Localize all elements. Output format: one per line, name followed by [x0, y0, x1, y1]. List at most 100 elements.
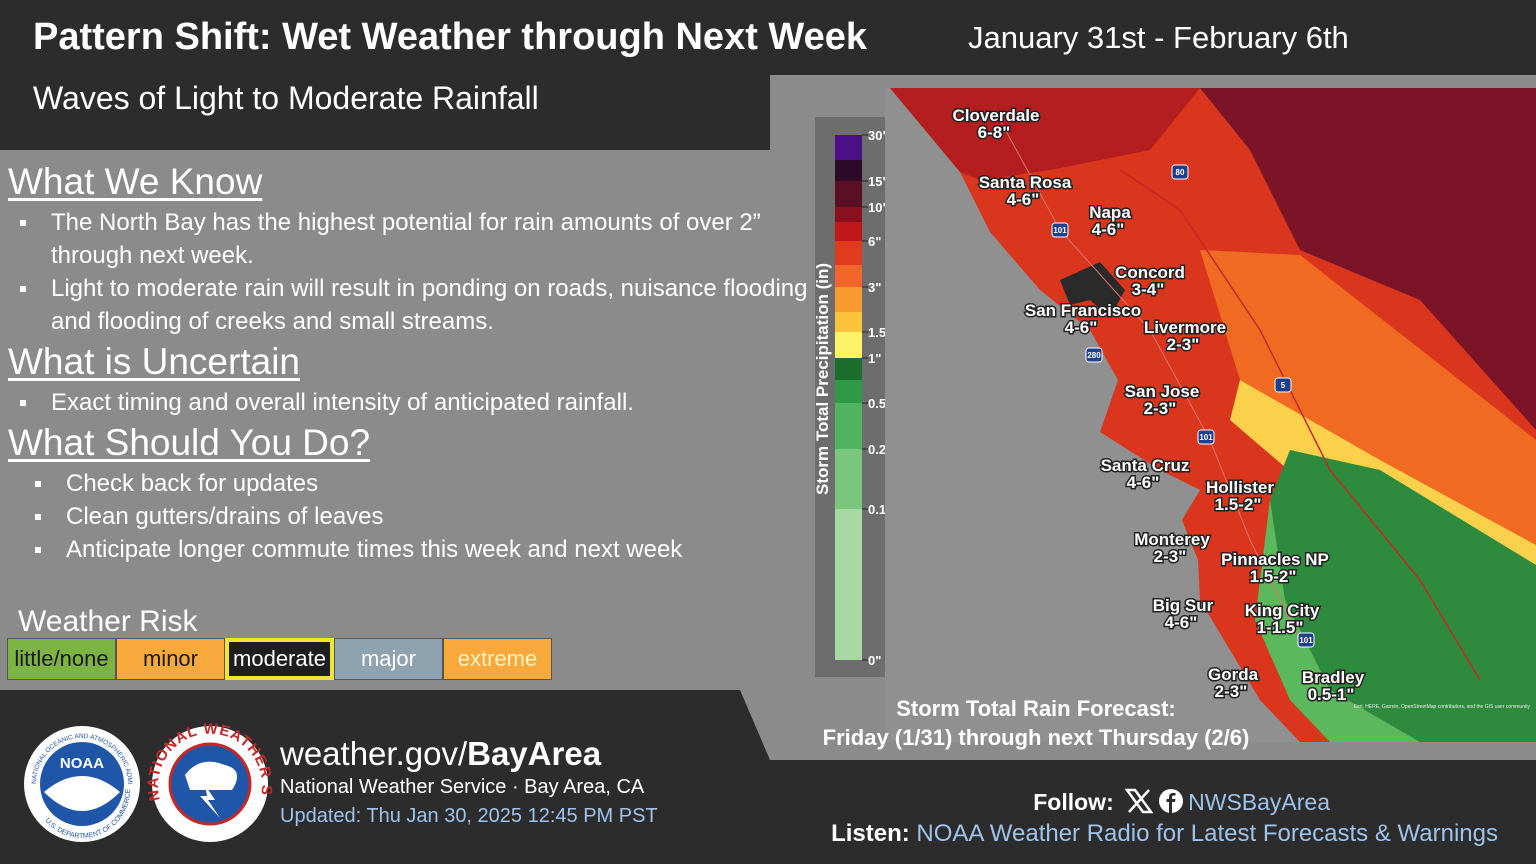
road	[999, 119, 1301, 641]
place-name: Bradley	[1302, 668, 1365, 687]
place-name: Livermore	[1144, 318, 1226, 337]
website-bold: BayArea	[467, 735, 602, 772]
bullet: The North Bay has the highest potential …	[20, 206, 808, 272]
risk-level: little/none	[7, 638, 116, 680]
color-bar-segment	[835, 287, 862, 312]
handle[interactable]: NWSBayArea	[1188, 789, 1330, 815]
road	[1119, 169, 1481, 681]
risk-scale: little/none minor moderate major extreme	[7, 638, 552, 680]
updated: Updated: Thu Jan 30, 2025 12:45 PM PST	[280, 805, 658, 827]
color-bar-segment	[835, 207, 862, 222]
website-prefix: weather.gov/	[280, 735, 468, 772]
light-rain	[1270, 450, 1536, 742]
follow-label: Follow:	[1033, 789, 1114, 815]
place-amount: 2-3"	[1167, 335, 1200, 354]
place-name: Napa	[1089, 203, 1131, 222]
map	[885, 88, 1536, 742]
place-name: Gorda	[1208, 665, 1259, 684]
section: What We Know The North Bay has the highes…	[8, 160, 808, 338]
color-bar-segment	[835, 509, 862, 660]
risk-level: minor	[116, 638, 225, 680]
color-bar-segment	[835, 160, 862, 181]
bullet: Check back for updates	[35, 467, 808, 500]
tick-label: 10"	[868, 200, 889, 215]
follow: Follow: NWSBayArea	[1033, 788, 1330, 816]
section-heading: What Should You Do?	[8, 422, 371, 463]
logo-cloud	[185, 761, 238, 790]
place-amount: 6-8"	[978, 123, 1011, 142]
place-amount: 4-6"	[1092, 220, 1125, 239]
color-bar-segment	[835, 380, 862, 403]
place-amount: 4-6"	[1165, 613, 1198, 632]
bullet: Exact timing and overall intensity of an…	[20, 386, 808, 419]
light-rain	[1255, 500, 1420, 742]
place-amount: 2-3"	[1215, 682, 1248, 701]
highway-shield	[1051, 222, 1069, 238]
bullet: Anticipate longer commute times this wee…	[35, 533, 808, 566]
subtitle: Waves of Light to Moderate Rainfall	[33, 80, 539, 116]
listen: Listen: NOAA Weather Radio for Latest Fo…	[831, 820, 1498, 848]
color-bar-segment	[835, 135, 862, 160]
place-amount: 0.5-1"	[1308, 685, 1355, 704]
color-bar-segment	[835, 312, 862, 332]
logo-border	[168, 742, 252, 826]
place-name: Monterey	[1134, 530, 1210, 549]
place-name: San Francisco	[1025, 301, 1141, 320]
highway-number: 101	[1299, 636, 1313, 645]
place-name: San Jose	[1125, 382, 1200, 401]
tick-label: 1"	[868, 351, 881, 366]
color-bar-segment	[835, 403, 862, 449]
briefing-text: What We Know The North Bay has the highes…	[8, 160, 808, 568]
highway-shield	[1085, 347, 1103, 363]
place-name: Pinnacles NP	[1221, 550, 1329, 569]
tick-label: 30"	[868, 128, 889, 143]
logo-bird	[44, 776, 120, 811]
place-amount: 3-4"	[1132, 280, 1165, 299]
place-amount: 4-6"	[1007, 190, 1040, 209]
risk-level: moderate	[225, 638, 334, 680]
highway-shield	[1197, 429, 1215, 445]
place-name: King City	[1245, 601, 1320, 620]
tick-label: 15"	[868, 174, 889, 189]
risk-title: Weather Risk	[18, 605, 198, 638]
dates: January 31st - February 6th	[968, 20, 1349, 55]
legend-title: Storm Total Precipitation (in)	[813, 262, 832, 495]
attribution: Esri, HERE, Garmin, OpenStreetMap contri…	[1354, 704, 1531, 710]
section: What Should You Do? Check back for update…	[8, 421, 808, 566]
map-caption: Friday (1/31) through next Thursday (2/6…	[823, 725, 1250, 750]
place-amount: 1.5-2"	[1215, 495, 1262, 514]
highway-shield	[1297, 632, 1315, 648]
highway-shield	[1171, 164, 1189, 180]
office: National Weather Service · Bay Area, CA	[280, 776, 645, 798]
color-bar-segment	[835, 449, 862, 509]
highway-number: 101	[1053, 226, 1067, 235]
website[interactable]: weather.gov/BayArea	[280, 735, 601, 773]
logo-text: NOAA	[60, 755, 104, 772]
heavy-rain	[890, 88, 1200, 180]
facebook-icon[interactable]	[1158, 788, 1184, 814]
x-icon[interactable]	[1124, 788, 1154, 814]
color-bar-segment	[835, 265, 862, 287]
place-name: Hollister	[1206, 478, 1274, 497]
place-amount: 4-6"	[1065, 318, 1098, 337]
section-heading: What We Know	[8, 161, 263, 202]
map-caption: Storm Total Rain Forecast:	[896, 696, 1176, 721]
bay	[1060, 262, 1125, 318]
header-band	[0, 0, 1536, 140]
section: What is Uncertain Exact timing and overal…	[8, 340, 808, 419]
highway-number: 101	[1199, 433, 1213, 442]
place-name: Cloverdale	[953, 106, 1040, 125]
color-bar-segment	[835, 332, 862, 358]
color-bar-segment	[835, 222, 862, 241]
place-amount: 4-6"	[1127, 473, 1160, 492]
listen-label: Listen:	[831, 820, 910, 847]
color-bar-segment	[835, 241, 862, 265]
place-name: Santa Cruz	[1101, 456, 1190, 475]
bullet-list: The North Bay has the highest potential …	[8, 206, 808, 338]
color-bar: 30"15"10"6"3"1.5"1"0.5"0.2"0.1"0"	[835, 128, 892, 668]
place-name: Big Sur	[1153, 596, 1214, 615]
bullet-list: Exact timing and overall intensity of an…	[8, 386, 808, 419]
color-bar-segment	[835, 181, 862, 207]
